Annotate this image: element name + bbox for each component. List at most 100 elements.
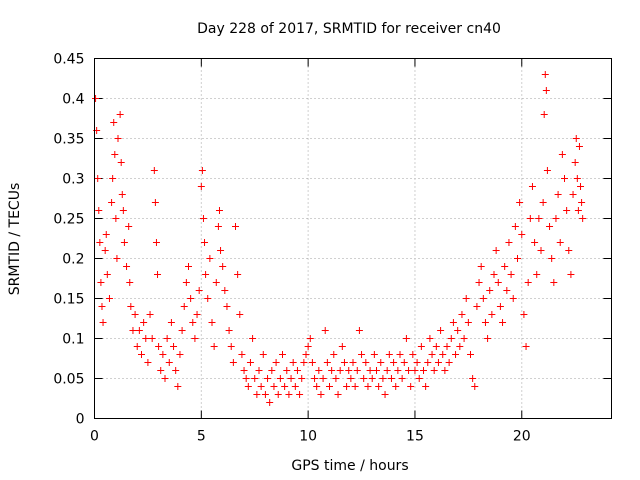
data-point <box>447 335 455 342</box>
data-point <box>351 383 359 390</box>
data-point <box>285 391 293 398</box>
data-point <box>460 335 468 342</box>
data-point <box>193 311 201 318</box>
data-point <box>439 351 447 358</box>
data-point <box>573 175 581 182</box>
data-point <box>311 375 319 382</box>
data-point <box>355 327 363 334</box>
data-point <box>276 375 284 382</box>
data-point <box>108 199 116 206</box>
data-point <box>575 143 583 150</box>
data-point <box>165 359 173 366</box>
data-point <box>499 319 507 326</box>
data-point <box>548 255 556 262</box>
data-point <box>227 343 235 350</box>
data-point <box>210 343 218 350</box>
data-point <box>206 255 214 262</box>
data-point <box>161 375 169 382</box>
data-point <box>417 343 425 350</box>
data-point <box>353 367 361 374</box>
data-point <box>142 335 150 342</box>
data-point <box>362 359 370 366</box>
data-point <box>409 351 417 358</box>
data-point <box>552 215 560 222</box>
data-point <box>199 215 207 222</box>
data-point <box>219 263 227 270</box>
data-point <box>486 287 494 294</box>
data-point <box>259 351 267 358</box>
data-point <box>172 367 180 374</box>
data-point <box>163 335 171 342</box>
y-tick-label: 0 <box>76 412 85 428</box>
data-point <box>321 327 329 334</box>
data-point <box>326 383 333 390</box>
data-point <box>475 279 483 286</box>
data-point <box>390 359 398 366</box>
data-point <box>98 303 106 310</box>
y-tick-label: 0.2 <box>62 252 84 268</box>
data-point <box>215 207 223 214</box>
data-point <box>567 271 575 278</box>
data-point <box>257 383 265 390</box>
data-point <box>126 279 134 286</box>
data-point <box>176 351 184 358</box>
data-point <box>479 295 487 302</box>
data-point <box>300 359 308 366</box>
x-axis-title: GPS time / hours <box>291 458 408 474</box>
data-point <box>340 359 348 366</box>
data-point <box>152 239 160 246</box>
data-point <box>157 367 165 374</box>
data-point <box>383 367 391 374</box>
data-point <box>449 319 457 326</box>
data-point <box>113 255 121 262</box>
data-point <box>546 223 554 230</box>
data-point <box>411 367 419 374</box>
data-point <box>469 375 477 382</box>
data-point <box>255 367 263 374</box>
data-point <box>185 263 192 270</box>
data-point <box>507 271 515 278</box>
data-point <box>151 199 159 206</box>
data-point <box>238 351 246 358</box>
data-point <box>518 231 526 238</box>
data-point <box>208 319 216 326</box>
x-tick-label: 5 <box>197 429 206 445</box>
data-point <box>111 151 119 158</box>
data-point <box>323 359 331 366</box>
data-point <box>225 327 233 334</box>
data-point <box>197 183 205 190</box>
data-point <box>279 351 286 358</box>
data-point <box>522 343 530 350</box>
data-point <box>543 167 551 174</box>
data-point <box>338 343 346 350</box>
data-point <box>422 383 430 390</box>
data-point <box>514 255 521 262</box>
data-point <box>492 247 500 254</box>
chart-title: Day 228 of 2017, SRMTID for receiver cn4… <box>197 21 501 37</box>
data-point <box>490 271 498 278</box>
data-point <box>118 191 126 198</box>
data-point <box>109 175 117 182</box>
data-point <box>437 327 445 334</box>
y-axis-ticks: 0 0.05 0.1 0.15 0.2 0.25 0.3 0.35 0.4 0.45 <box>53 52 612 428</box>
data-point <box>432 343 440 350</box>
data-point <box>471 383 479 390</box>
plot-frame <box>94 58 612 419</box>
data-point <box>381 391 389 398</box>
data-point <box>313 383 321 390</box>
data-point <box>334 391 342 398</box>
data-point <box>266 399 274 406</box>
data-point <box>291 383 299 390</box>
data-point <box>114 135 122 142</box>
data-point <box>102 231 110 238</box>
data-point <box>366 367 374 374</box>
data-point <box>345 367 353 374</box>
data-point <box>561 175 568 182</box>
data-point <box>94 175 102 182</box>
data-point <box>370 351 378 358</box>
data-point <box>347 375 355 382</box>
data-point <box>445 359 453 366</box>
data-point <box>154 271 162 278</box>
data-point <box>385 351 393 358</box>
